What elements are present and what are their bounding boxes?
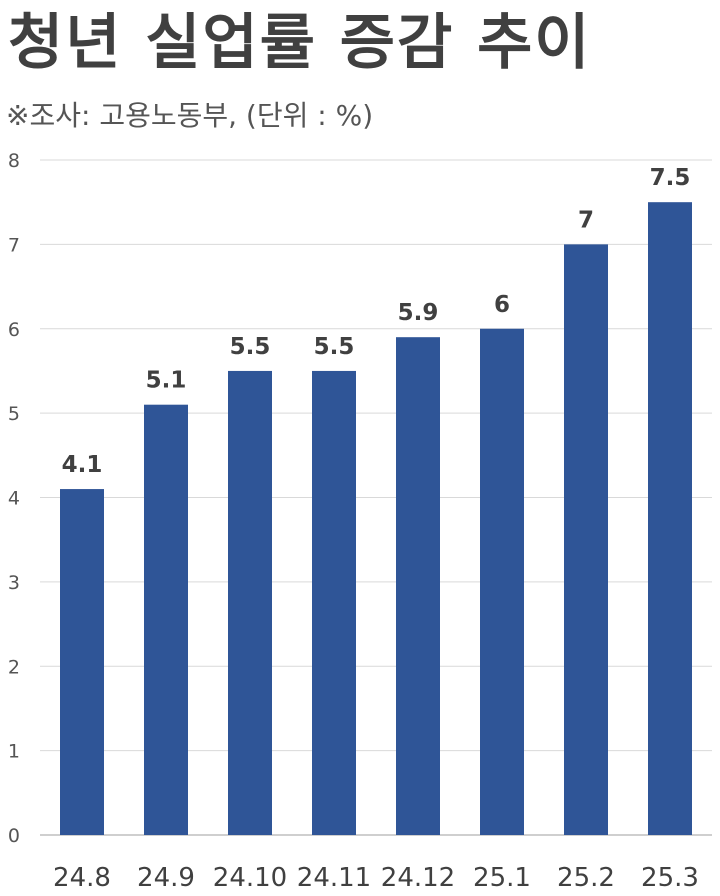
y-tick-label: 5	[8, 403, 20, 425]
bar	[564, 244, 608, 835]
y-axis: 0 1 2 3 4 5 6 7 8	[8, 150, 20, 847]
chart-subtitle: ※조사: 고용노동부, (단위 : %)	[6, 99, 374, 132]
data-labels: 4.1 5.1 5.5 5.5 5.9 6 7 7.5	[62, 165, 691, 478]
y-tick-label: 8	[8, 150, 20, 172]
x-tick-label: 24.10	[213, 863, 287, 893]
bar	[228, 370, 272, 835]
x-tick-label: 24.9	[137, 863, 195, 893]
data-label: 7	[578, 207, 594, 233]
x-tick-label: 25.3	[641, 863, 699, 893]
bars	[60, 202, 692, 835]
data-label: 7.5	[650, 165, 691, 191]
bar	[648, 202, 692, 835]
x-tick-label: 24.8	[53, 863, 111, 893]
bar	[396, 337, 440, 835]
data-label: 5.1	[146, 368, 187, 394]
x-tick-label: 25.1	[473, 863, 531, 893]
x-tick-label: 24.11	[297, 863, 371, 893]
y-tick-label: 4	[8, 488, 20, 510]
y-tick-label: 7	[8, 234, 20, 256]
y-tick-label: 0	[8, 825, 20, 847]
x-tick-label: 25.2	[557, 863, 615, 893]
x-axis: 24.8 24.9 24.10 24.11 24.12 25.1 25.2 25.3	[53, 863, 699, 893]
y-tick-label: 6	[8, 319, 20, 341]
gridlines	[40, 159, 712, 836]
data-label: 5.9	[398, 300, 439, 326]
x-tick-label: 24.12	[381, 863, 455, 893]
bar	[312, 370, 356, 835]
bar	[480, 328, 524, 835]
data-label: 4.1	[62, 452, 103, 478]
y-tick-label: 3	[8, 572, 20, 594]
bar	[144, 404, 188, 835]
chart-title: 청년 실업률 증감 추이	[8, 8, 592, 78]
y-tick-label: 1	[8, 741, 20, 763]
data-label: 5.5	[230, 334, 271, 360]
y-tick-label: 2	[8, 656, 20, 678]
data-label: 5.5	[314, 334, 355, 360]
data-label: 6	[494, 292, 510, 318]
bar	[60, 489, 104, 835]
